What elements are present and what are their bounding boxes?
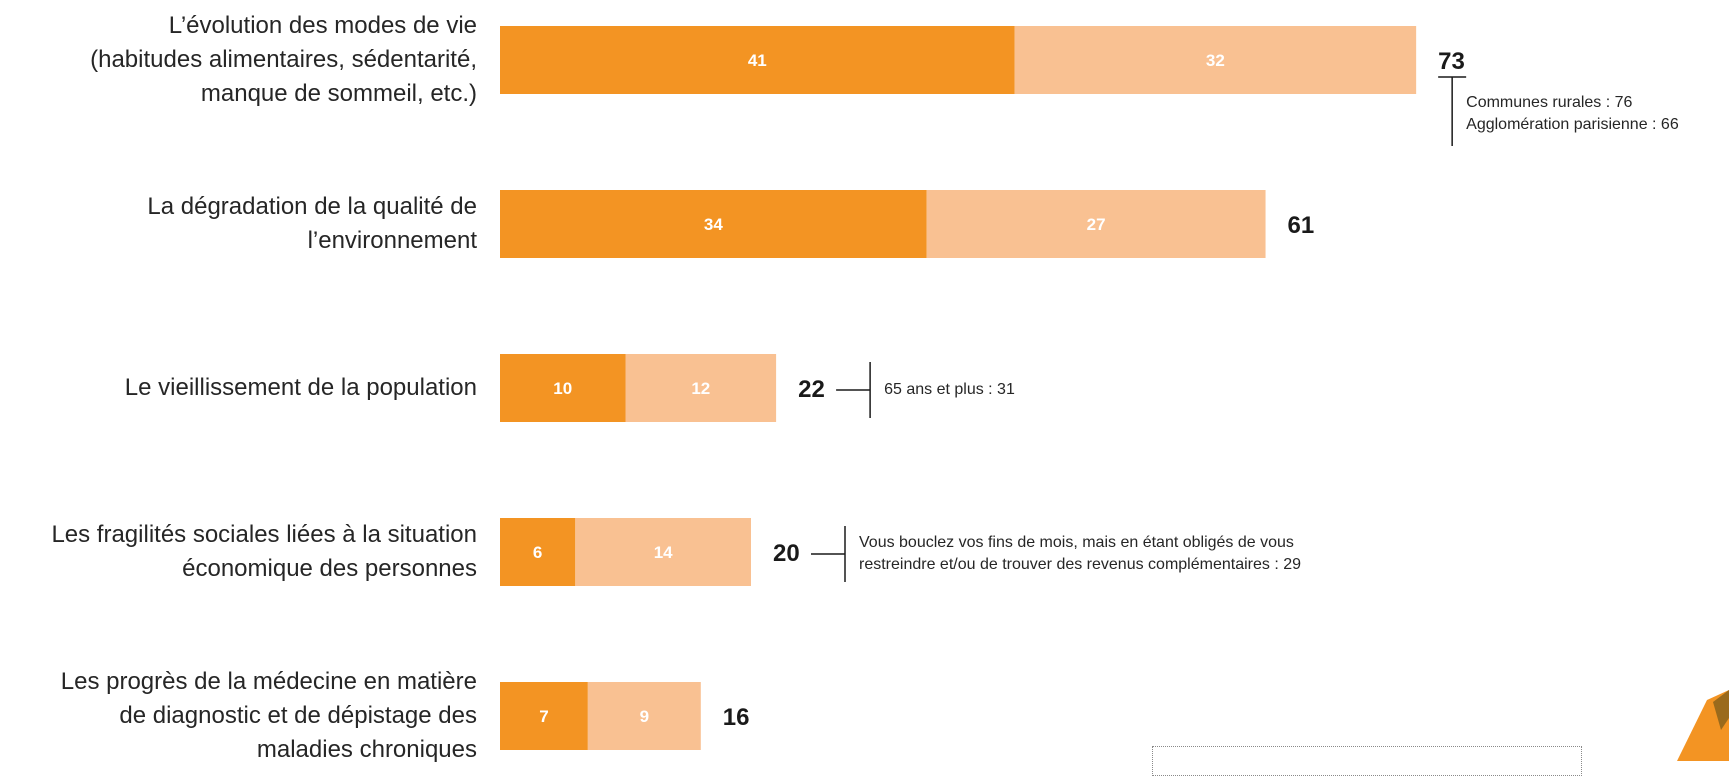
bar-segment <box>625 354 777 422</box>
category-label-line: l’environnement <box>307 227 477 254</box>
value-label: 7 <box>539 707 548 726</box>
total-label: 22 <box>798 376 825 403</box>
category-label: La dégradation de la qualité de l’environ… <box>7 190 477 258</box>
category-label: Les progrès de la médecine en matière de … <box>7 665 477 767</box>
bar-segment <box>500 518 576 586</box>
category-label: Les fragilités sociales liées à la situa… <box>7 518 477 586</box>
category-label-line: Les fragilités sociales liées à la situa… <box>51 521 477 548</box>
bar-segment <box>500 682 588 750</box>
total-label: 20 <box>773 540 800 567</box>
category-label-line: L’évolution des modes de vie <box>168 12 477 39</box>
bar-segment <box>500 190 927 258</box>
category-label: L’évolution des modes de vie (habitudes a… <box>7 9 477 111</box>
category-label-line: La dégradation de la qualité de <box>147 193 477 220</box>
total-label: 61 <box>1288 212 1315 239</box>
bar-segment <box>926 190 1266 258</box>
value-label: 9 <box>640 707 649 726</box>
value-label: 34 <box>704 215 723 234</box>
value-label: 12 <box>691 379 710 398</box>
category-label-line: économique des personnes <box>182 555 477 582</box>
category-label-line: Les progrès de la médecine en matière <box>60 668 477 695</box>
callout-line-text: Vous bouclez vos fins de mois, mais en é… <box>859 534 1294 551</box>
category-label-line: manque de sommeil, etc.) <box>200 80 477 107</box>
category-label-line: Le vieillissement de la population <box>124 374 477 401</box>
callout-text: 65 ans et plus : 31 <box>884 379 1015 401</box>
bar-segment <box>575 518 751 586</box>
value-label: 10 <box>553 379 572 398</box>
category-label: Le vieillissement de la population <box>7 371 477 405</box>
category-label-line: (habitudes alimentaires, sédentarité, <box>90 46 477 73</box>
total-label: 73 <box>1438 48 1465 75</box>
orange-logo-icon <box>1677 690 1729 761</box>
category-label-line: de diagnostic et de dépistage des <box>119 702 477 729</box>
bar-segment <box>500 26 1015 94</box>
note-box <box>1152 746 1582 776</box>
value-label: 41 <box>748 51 767 70</box>
callout-line-text: Agglomération parisienne : 66 <box>1466 116 1679 133</box>
category-label-line: maladies chroniques <box>256 736 477 763</box>
bar-segment <box>587 682 701 750</box>
value-label: 14 <box>654 543 673 562</box>
total-label: 16 <box>723 704 750 731</box>
callout-line-text: Communes rurales : 76 <box>1466 94 1633 111</box>
value-label: 27 <box>1087 215 1106 234</box>
bar-segment <box>1014 26 1417 94</box>
callout-line-text: 65 ans et plus : 31 <box>884 381 1015 398</box>
value-label: 6 <box>533 543 542 562</box>
value-label: 32 <box>1206 51 1225 70</box>
callout-line-text: restreindre et/ou de trouver des revenus… <box>859 556 1302 573</box>
callout-text: Vous bouclez vos fins de mois, mais en é… <box>859 532 1301 576</box>
callout-text: Communes rurales : 76 Agglomération paris… <box>1466 92 1679 136</box>
bar-segment <box>500 354 626 422</box>
